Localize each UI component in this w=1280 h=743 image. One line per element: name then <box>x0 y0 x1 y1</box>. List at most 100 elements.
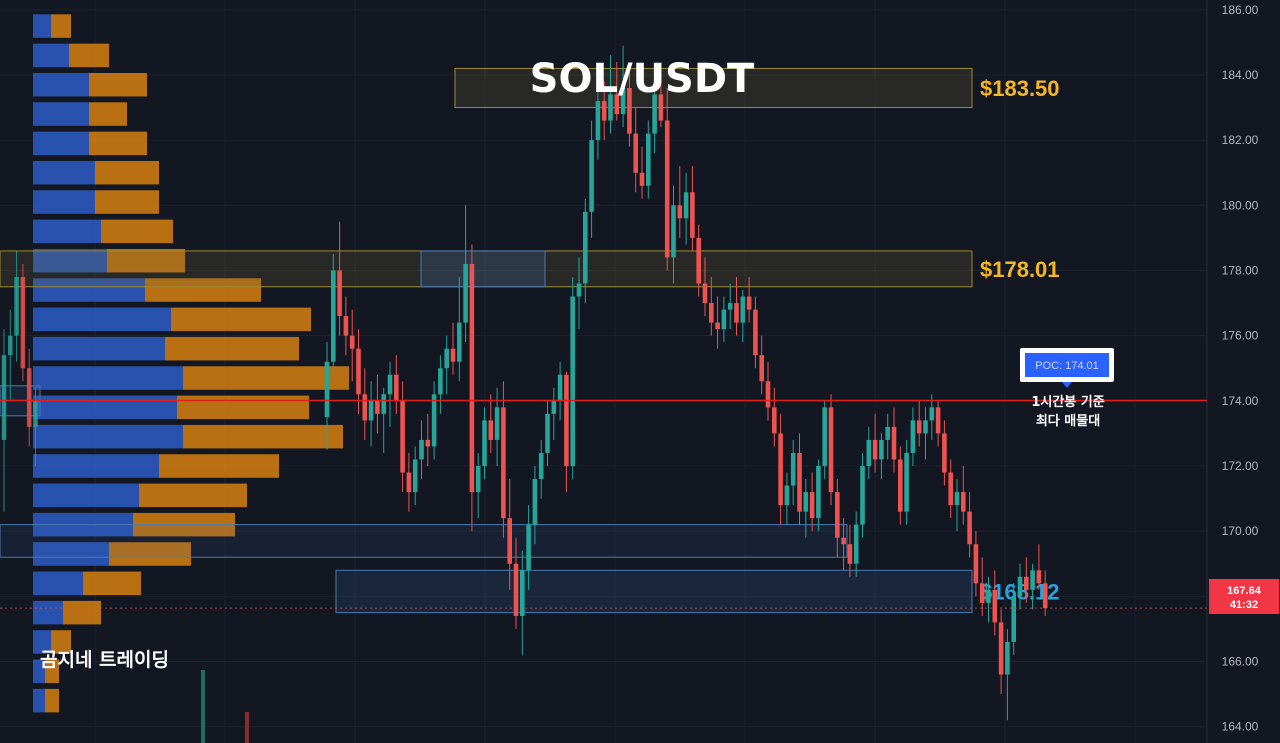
candle-body <box>608 94 613 121</box>
candle-body <box>923 420 928 434</box>
candle-body <box>387 374 393 395</box>
volume-bar <box>245 712 249 743</box>
y-tick-label: 186.00 <box>1222 3 1259 17</box>
candle-body <box>457 322 462 362</box>
poc-note: 1시간봉 기준 <box>1031 394 1104 410</box>
candle-body <box>431 394 437 447</box>
candle-body <box>532 479 538 525</box>
candle-body <box>847 544 853 564</box>
candle-body <box>835 492 840 538</box>
candle-body <box>935 407 941 434</box>
y-tick-label: 184.00 <box>1222 68 1259 82</box>
current-price-tag <box>1209 579 1279 614</box>
profile-buy-bar <box>33 688 45 713</box>
candle-body <box>683 192 689 219</box>
profile-sell-bar <box>165 336 299 361</box>
candle-body <box>721 309 727 330</box>
y-tick-label: 166.00 <box>1222 655 1259 669</box>
candle-body <box>1036 570 1042 584</box>
candle-body <box>690 192 695 238</box>
y-tick-label: 172.00 <box>1222 459 1259 473</box>
candle-body <box>872 439 878 460</box>
profile-sell-bar <box>89 131 147 156</box>
candle-body <box>26 368 32 427</box>
candle-body <box>324 361 330 418</box>
profile-buy-bar <box>33 131 89 156</box>
profile-sell-bar <box>177 395 309 420</box>
profile-sell-bar <box>145 278 261 302</box>
profile-sell-bar <box>101 219 173 244</box>
candle-body <box>961 492 966 512</box>
profile-sell-bar <box>45 688 59 713</box>
profile-buy-bar <box>33 248 107 273</box>
candle-body <box>538 452 544 480</box>
candle-body <box>520 570 525 616</box>
profile-sell-bar <box>95 160 159 185</box>
candle-body <box>33 400 38 427</box>
profile-sell-bar <box>171 307 311 332</box>
candle-body <box>753 309 758 356</box>
candle-countdown: 41:32 <box>1230 599 1258 611</box>
profile-buy-bar <box>33 219 101 244</box>
candle-body <box>488 420 494 440</box>
candle-body <box>349 335 355 349</box>
candle-body <box>652 94 657 134</box>
profile-buy-bar <box>33 395 177 420</box>
candle-body <box>998 622 1004 675</box>
volume-profile <box>33 14 349 713</box>
candle-body <box>1005 641 1010 675</box>
profile-buy-bar <box>33 102 89 126</box>
candle-body <box>545 413 550 453</box>
candle-body <box>910 420 916 453</box>
y-tick-label: 182.00 <box>1222 133 1259 147</box>
candle-body <box>828 407 834 493</box>
candle-body <box>916 420 922 434</box>
candle-body <box>853 524 859 564</box>
candle-body <box>709 303 714 323</box>
poc-badge <box>1025 353 1109 377</box>
profile-sell-bar <box>69 43 109 68</box>
price-zone <box>0 524 848 558</box>
level-label: $178.01 <box>980 257 1060 282</box>
candle-body <box>765 381 771 408</box>
candle-body <box>400 400 405 473</box>
candle-body <box>677 205 683 219</box>
candle-body <box>790 452 796 486</box>
candle-body <box>337 270 342 317</box>
candle-body <box>425 439 431 447</box>
candle-body <box>494 407 500 440</box>
profile-buy-bar <box>33 542 109 566</box>
current-price-value: 167.64 <box>1227 585 1262 597</box>
candle-body <box>507 518 512 564</box>
profile-buy-bar <box>33 190 95 214</box>
y-tick-label: 174.00 <box>1222 394 1259 408</box>
y-tick-label: 176.00 <box>1222 329 1259 343</box>
y-tick-label: 180.00 <box>1222 198 1259 212</box>
candle-body <box>784 485 790 506</box>
candle-body <box>438 368 443 395</box>
candle-body <box>589 140 594 212</box>
candle-body <box>942 433 947 473</box>
candle-body <box>822 407 827 467</box>
candle-body <box>1011 596 1016 642</box>
candle-body <box>627 87 632 134</box>
candle-body <box>772 407 777 434</box>
candle-body <box>1 355 7 440</box>
profile-sell-bar <box>183 424 343 449</box>
candle-body <box>639 172 645 186</box>
candle-body <box>658 94 664 121</box>
profile-buy-bar <box>33 366 183 390</box>
profile-sell-bar <box>89 72 147 97</box>
candle-body <box>715 322 720 330</box>
candle-body <box>8 335 13 356</box>
candle-body <box>1042 583 1048 609</box>
price-zone <box>335 569 973 614</box>
candle-body <box>671 205 676 258</box>
candle-body <box>595 101 601 141</box>
candle-body <box>475 466 481 493</box>
candle-body <box>463 263 468 323</box>
profile-buy-bar <box>33 630 51 654</box>
profile-buy-bar <box>33 278 145 302</box>
profile-buy-bar <box>33 659 45 684</box>
candle-body <box>14 276 19 336</box>
